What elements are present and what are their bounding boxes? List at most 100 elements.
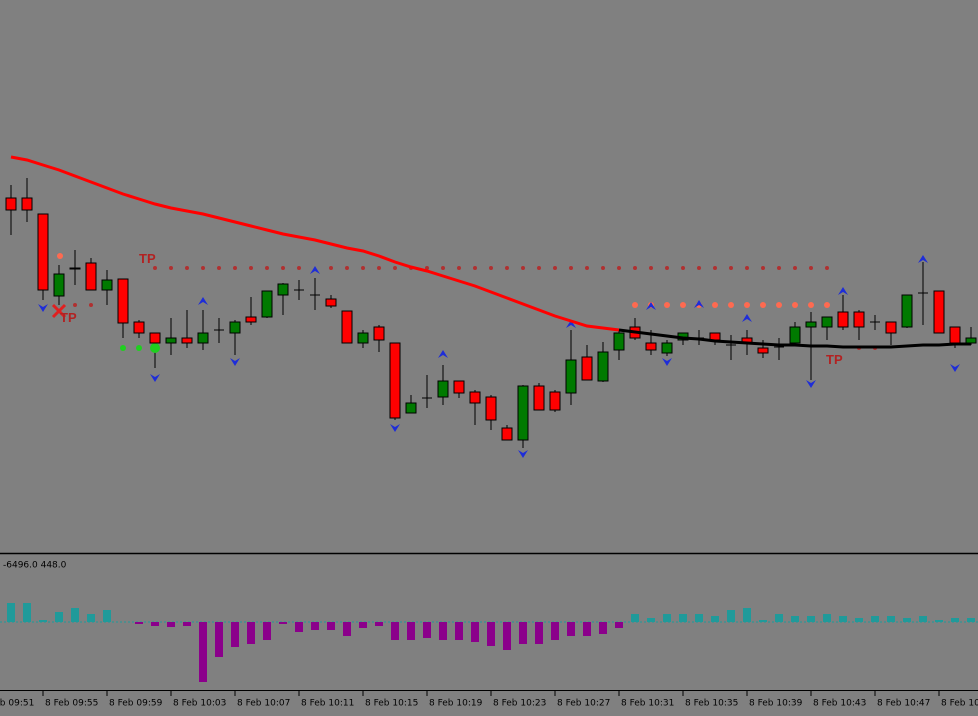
x-tick-label: 8 Feb 10:11 [301, 699, 354, 709]
candle-body [469, 391, 481, 404]
histogram-bar [503, 622, 511, 650]
histogram-bar [471, 622, 479, 642]
candle-body [453, 380, 465, 394]
histogram-bar [775, 614, 783, 622]
candle-body [181, 337, 193, 344]
candle-body [357, 332, 369, 344]
candle-body [101, 279, 113, 291]
x-tick-label: 8 Feb 10:31 [621, 699, 674, 709]
histogram-bar [711, 616, 719, 622]
x-tick-label: 8 Feb 09:55 [45, 699, 98, 709]
x-tick-label: 8 Feb 10:19 [429, 699, 483, 709]
histogram-bar [631, 614, 639, 622]
histogram-bar [791, 616, 799, 622]
candle-body [549, 391, 561, 411]
histogram-bar [71, 608, 79, 622]
x-tick-label: 8 Feb 10:15 [365, 699, 418, 709]
histogram-bar [839, 616, 847, 622]
candle-body [661, 342, 673, 354]
candle-body [37, 213, 49, 291]
candle-body [965, 337, 977, 344]
histogram-bar [759, 620, 767, 622]
candle-body [165, 337, 177, 344]
histogram-bar [823, 614, 831, 622]
candle-body [901, 294, 913, 328]
candle-body [373, 326, 385, 341]
tp-label: TP [139, 251, 156, 266]
histogram-bar [359, 622, 367, 628]
candle-body [85, 262, 97, 291]
moving-average [10, 155, 620, 332]
histogram-bar [967, 618, 975, 622]
candle-body [517, 385, 529, 441]
candle-body [933, 290, 945, 334]
candle-body [501, 427, 513, 441]
histogram-bar [7, 603, 15, 622]
x-tick-label: 8 Feb 10:43 [813, 699, 866, 709]
histogram-bar [423, 622, 431, 638]
exit-mark [51, 303, 67, 319]
candle-body [837, 311, 849, 328]
histogram-bar [263, 622, 271, 640]
histogram-bar [583, 622, 591, 636]
histogram-bar [663, 614, 671, 622]
candle-body [229, 321, 241, 334]
candle-body [197, 332, 209, 344]
candle-body [325, 298, 337, 307]
candle-body [709, 332, 721, 341]
candle-body [805, 321, 817, 328]
histogram-bar [919, 616, 927, 622]
tp-label: TP [60, 310, 77, 325]
candle-body [21, 197, 33, 211]
histogram-bar [135, 622, 143, 624]
candle-body [405, 402, 417, 414]
histogram-bar [743, 608, 751, 622]
histogram-bar [439, 622, 447, 640]
histogram-bar [951, 618, 959, 622]
histogram-bar [887, 616, 895, 622]
x-tick-label: 8 Feb 10:03 [173, 699, 226, 709]
x-tick-label: 8 Feb 10:35 [685, 699, 738, 709]
moving-average [618, 328, 971, 349]
histogram-bar [247, 622, 255, 644]
candle-body [133, 321, 145, 334]
histogram-bar [167, 622, 175, 627]
histogram-bar [55, 612, 63, 622]
candle-body [389, 342, 401, 419]
candle-body [5, 197, 17, 211]
histogram-bar [183, 622, 191, 626]
candle-body [565, 359, 577, 394]
histogram-bar [295, 622, 303, 632]
candle-body [757, 347, 769, 354]
x-tick-label: 8 Feb 10:47 [877, 699, 930, 709]
candle-body [885, 321, 897, 334]
stop-dots [120, 343, 160, 353]
candle-body [437, 380, 449, 398]
histogram-bar [23, 603, 31, 622]
candle-body [853, 311, 865, 328]
candle-body [277, 283, 289, 296]
candle-body [149, 332, 161, 344]
histogram-bar [407, 622, 415, 640]
histogram-bar [695, 614, 703, 622]
histogram-bar [151, 622, 159, 626]
histogram-bar [855, 618, 863, 622]
histogram-bar [519, 622, 527, 644]
histogram-bar [327, 622, 335, 630]
histogram-bar [903, 618, 911, 622]
candle-body [341, 310, 353, 344]
candle-body [645, 342, 657, 351]
histogram-bar [455, 622, 463, 640]
histogram-bar [807, 616, 815, 622]
x-tick-label: 8 Feb 09:59 [109, 699, 163, 709]
histogram-bar [727, 610, 735, 622]
histogram-bar [375, 622, 383, 626]
histogram-bar [679, 614, 687, 622]
histogram-bar [551, 622, 559, 640]
candle-body [581, 356, 593, 381]
histogram-bar [535, 622, 543, 644]
candle-body [533, 385, 545, 411]
histogram-bar [647, 618, 655, 622]
